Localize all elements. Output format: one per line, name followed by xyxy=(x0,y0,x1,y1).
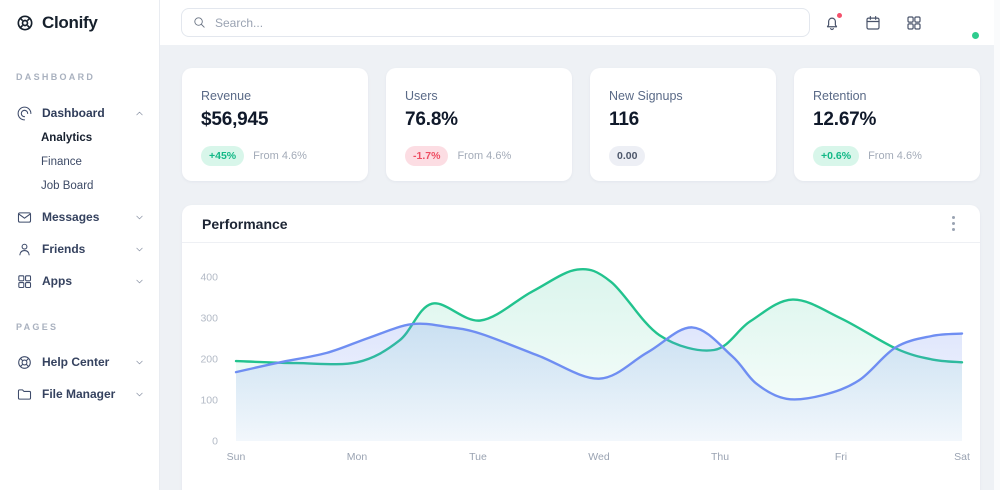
stat-title: New Signups xyxy=(609,89,683,103)
blue-series-area xyxy=(236,323,962,441)
user-menu[interactable] xyxy=(946,7,980,40)
stat-value: 116 xyxy=(609,109,640,130)
sidebar-item-label: Help Center xyxy=(42,355,110,369)
dashboard-icon xyxy=(16,105,33,122)
stat-card-new-signups: New Signups 116 0.00 xyxy=(590,68,776,181)
search-box[interactable] xyxy=(181,8,810,37)
trend-badge: -1.7% xyxy=(405,146,449,166)
stat-title: Users xyxy=(405,89,438,103)
chevron-up-icon xyxy=(134,108,145,119)
stat-title: Retention xyxy=(813,89,867,103)
section-label-pages: PAGES xyxy=(16,322,59,332)
sidebar-item-finance[interactable]: Finance xyxy=(0,150,159,174)
sidebar-item-job-board[interactable]: Job Board xyxy=(0,174,159,198)
stat-cards-row: Revenue $56,945 +45% From 4.6% Users 76.… xyxy=(182,68,980,181)
topbar xyxy=(160,0,1000,45)
x-axis-label: Fri xyxy=(835,451,847,463)
chevron-down-icon xyxy=(134,244,145,255)
clonify-logo-icon xyxy=(15,13,35,33)
sidebar-item-help-center[interactable]: Help Center xyxy=(0,346,159,378)
sidebar-item-label: Messages xyxy=(42,210,100,224)
section-label-dashboard: DASHBOARD xyxy=(16,72,96,82)
sidebar: Clonify DASHBOARD Dashboard Analytics Fi… xyxy=(0,0,160,490)
main-content: Revenue $56,945 +45% From 4.6% Users 76.… xyxy=(160,45,1000,490)
performance-card: Performance 0 100 200 300 400 Sun Mon Tue Wed Thu… xyxy=(182,205,980,490)
chevron-down-icon xyxy=(134,389,145,400)
messages-icon xyxy=(16,209,33,226)
brand-name: Clonify xyxy=(42,13,98,32)
sidebar-item-dashboard[interactable]: Dashboard xyxy=(0,100,159,126)
search-input[interactable] xyxy=(215,15,799,30)
sidebar-nav: Dashboard Analytics Finance Job Board Me… xyxy=(0,100,159,297)
sidebar-item-file-manager[interactable]: File Manager xyxy=(0,378,159,410)
stat-note: From 4.6% xyxy=(868,150,922,162)
stat-card-revenue: Revenue $56,945 +45% From 4.6% xyxy=(182,68,368,181)
sidebar-item-label: Apps xyxy=(42,274,72,288)
search-icon xyxy=(192,15,207,30)
stat-title: Revenue xyxy=(201,89,252,103)
chevron-down-icon xyxy=(134,276,145,287)
apps-icon xyxy=(16,273,33,290)
x-axis-label: Tue xyxy=(469,451,487,463)
scrollbar[interactable] xyxy=(994,0,1000,490)
sidebar-item-label: Finance xyxy=(41,156,82,168)
chevron-down-icon xyxy=(134,357,145,368)
file-manager-icon xyxy=(16,386,33,403)
x-axis-label: Mon xyxy=(347,451,368,463)
stat-value: 12.67% xyxy=(813,109,877,130)
stat-card-users: Users 76.8% -1.7% From 4.6% xyxy=(386,68,572,181)
stat-note: From 4.6% xyxy=(457,150,512,162)
x-axis-label: Wed xyxy=(588,451,610,463)
stat-value: 76.8% xyxy=(405,109,458,130)
sidebar-item-messages[interactable]: Messages xyxy=(0,201,159,233)
x-axis-label: Thu xyxy=(711,451,729,463)
sidebar-item-label: Analytics xyxy=(41,132,93,144)
x-axis-label: Sat xyxy=(954,451,970,463)
sidebar-item-label: Dashboard xyxy=(42,106,105,120)
y-tick-label: 300 xyxy=(200,313,218,325)
y-tick-label: 200 xyxy=(200,354,218,366)
notifications-button[interactable] xyxy=(823,11,843,32)
trend-badge: +0.6% xyxy=(813,146,860,166)
y-tick-label: 400 xyxy=(200,272,218,284)
y-tick-label: 100 xyxy=(200,395,218,407)
chevron-down-icon xyxy=(134,212,145,223)
sidebar-item-label: Friends xyxy=(42,242,86,256)
trend-badge: +45% xyxy=(201,146,245,166)
help-center-icon xyxy=(16,354,33,371)
x-axis-label: Sun xyxy=(227,451,246,463)
trend-badge: 0.00 xyxy=(609,146,646,166)
stat-value: $56,945 xyxy=(201,109,269,130)
stat-note: From 4.6% xyxy=(253,150,307,162)
kebab-menu-icon[interactable] xyxy=(946,215,960,233)
sidebar-item-apps[interactable]: Apps xyxy=(0,265,159,297)
notification-dot xyxy=(836,11,843,19)
performance-chart: 0 100 200 300 400 Sun Mon Tue Wed Thu Fri Sat xyxy=(200,268,970,463)
friends-icon xyxy=(16,241,33,258)
brand-logo[interactable]: Clonify xyxy=(0,0,159,33)
blue-series-line xyxy=(234,322,964,401)
y-tick-label: 0 xyxy=(212,436,218,448)
sidebar-item-friends[interactable]: Friends xyxy=(0,233,159,265)
calendar-button[interactable] xyxy=(864,14,882,32)
sidebar-item-label: File Manager xyxy=(42,387,116,401)
sidebar-item-label: Job Board xyxy=(41,180,94,192)
apps-grid-button[interactable] xyxy=(905,14,923,32)
status-dot xyxy=(971,30,980,40)
stat-card-retention: Retention 12.67% +0.6% From 4.6% xyxy=(794,68,980,181)
chart-title: Performance xyxy=(202,215,288,232)
sidebar-item-analytics[interactable]: Analytics xyxy=(0,126,159,150)
sidebar-nav-pages: Help Center File Manager xyxy=(0,346,159,410)
